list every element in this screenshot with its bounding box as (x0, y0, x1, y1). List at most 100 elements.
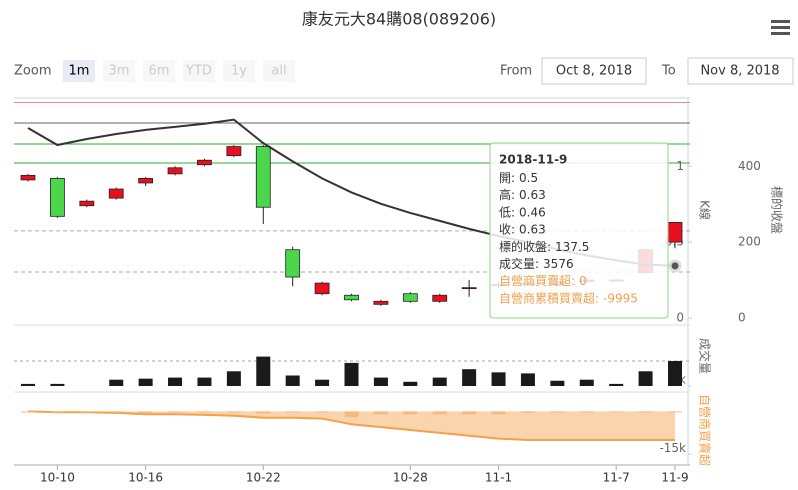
menu-bar[interactable] (771, 20, 790, 23)
volume-bar (285, 375, 300, 386)
tooltip-row: 成交量: 3576 (499, 256, 574, 271)
tooltip-row: 高: 0.63 (499, 187, 546, 202)
dealer-bar (432, 411, 447, 415)
volume-bar (21, 383, 35, 386)
to-input[interactable] (687, 57, 794, 85)
candle-body (108, 188, 124, 199)
x-tick-label: 11-7 (603, 471, 630, 485)
dealer-bar (109, 411, 124, 413)
volume-bar (197, 377, 212, 386)
zoom-button-label[interactable]: 6m (149, 64, 170, 79)
volume-bar (550, 380, 565, 386)
tooltip-row-label: 自營商買賣超: (499, 273, 575, 288)
volume-bar (315, 379, 330, 386)
dealer-bar (520, 411, 535, 413)
volume-bar (50, 383, 65, 386)
zoom-button[interactable] (223, 60, 255, 82)
y-tick-label: 1 (676, 159, 684, 173)
menu-bar[interactable] (771, 32, 790, 35)
volume-bar (638, 371, 653, 386)
tooltip-row-value: 0.63 (519, 222, 546, 236)
dealer-line (27, 410, 675, 441)
zoom-button[interactable] (143, 60, 175, 82)
y2-tick-label: 200 (738, 235, 761, 249)
zoom-button[interactable] (63, 60, 95, 82)
zoom-button-label[interactable]: 1y (231, 64, 247, 79)
volume-bar (373, 377, 388, 386)
tooltip-date: 2018-11-9 (499, 153, 567, 167)
dealer-bar (168, 411, 183, 413)
dealer-bar (638, 411, 653, 413)
tooltip-row-value: 0.63 (519, 188, 546, 202)
tooltip-row-value: -9995 (603, 291, 638, 305)
menu-icon[interactable] (771, 20, 790, 35)
zoom-button-label[interactable]: 3m (109, 64, 130, 79)
zoom-button-label[interactable]: 1m (69, 64, 90, 79)
candle-body (667, 222, 683, 243)
volume-bar (256, 356, 271, 386)
volume-bar (579, 379, 594, 386)
zoom-button[interactable] (183, 60, 215, 82)
tooltip-row: 收: 0.63 (499, 222, 546, 236)
volume-bar (668, 360, 682, 386)
y2-tick-label: 400 (738, 159, 761, 173)
tooltip-row-value: 3576 (543, 257, 574, 271)
candle-body (344, 294, 359, 301)
candle-body (197, 159, 212, 166)
x-tick-label: 10-28 (393, 471, 428, 485)
dealer-bar (226, 411, 241, 413)
dealer-bar (21, 411, 35, 413)
dealer-bar (609, 411, 624, 413)
candle-body (285, 249, 301, 278)
tooltip-row-value: 0.5 (519, 171, 538, 185)
dealer-bar (403, 411, 418, 415)
menu-bar[interactable] (771, 26, 790, 29)
from-input[interactable] (541, 57, 647, 85)
dealer-bar (197, 411, 212, 413)
tooltip-row-label: 收: (499, 222, 515, 236)
tooltip-row-value: 137.5 (555, 239, 589, 253)
to-value[interactable]: Nov 8, 2018 (700, 64, 779, 79)
tooltip-row-label: 自營商累積買賣超: (499, 290, 599, 305)
candle-body (167, 167, 183, 175)
candle-body (461, 287, 477, 290)
dealer-bar (462, 411, 477, 415)
candle-body (432, 294, 448, 302)
tooltip-row-value: 0.46 (519, 205, 546, 219)
tooltip-row-label: 開: (499, 171, 515, 185)
tooltip-row-label: 高: (499, 187, 515, 202)
dealer-bar (579, 411, 594, 413)
candle-body (50, 178, 65, 217)
dealer-area (28, 411, 675, 440)
x-tick-label: 11-1 (485, 471, 512, 485)
zoom-button-label[interactable]: YTD (185, 64, 212, 79)
zoom-button[interactable] (263, 60, 295, 82)
candle-body (226, 146, 242, 157)
volume-bar (491, 372, 506, 386)
volume-bar (432, 377, 447, 386)
y2-tick-label: 0 (738, 311, 746, 325)
x-tick-label: 11-9 (661, 471, 688, 485)
dealer-bar (315, 411, 330, 413)
chart-title: 康友元大84購08(089206) (302, 10, 496, 29)
from-value[interactable]: Oct 8, 2018 (556, 64, 632, 79)
candle-body (402, 293, 418, 302)
volume-bar (344, 362, 359, 386)
zoom-button-label[interactable]: all (271, 64, 286, 79)
zoom-label: Zoom (14, 64, 51, 79)
to-label: To (661, 64, 676, 79)
volume-bar (226, 371, 241, 386)
volume-bar (520, 373, 535, 386)
candle-body (20, 174, 36, 181)
candle-body (373, 300, 389, 305)
dealer-tick-label: -15k (659, 441, 686, 455)
zoom-button[interactable] (103, 60, 135, 82)
dealer-bar (285, 411, 300, 413)
candle-body (138, 178, 154, 184)
x-tick-label: 10-22 (246, 471, 281, 485)
dealer-bar (373, 411, 388, 415)
y2-axis-title: 標的收盤 (770, 186, 785, 234)
tooltip-row-label: 低: (499, 205, 515, 219)
dealer-bar (550, 411, 565, 413)
